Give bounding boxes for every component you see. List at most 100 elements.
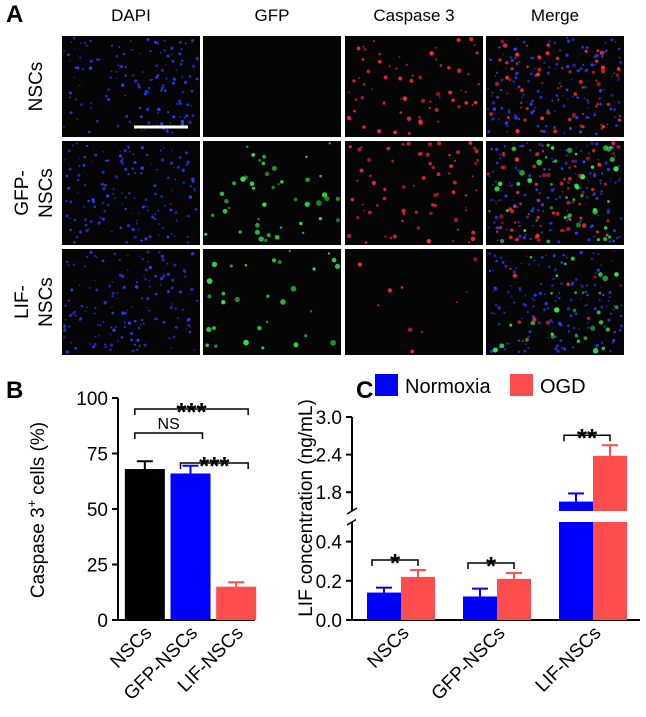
cell (324, 196, 330, 202)
cell (370, 88, 373, 91)
cell (585, 46, 589, 50)
cell (513, 204, 517, 209)
cell (594, 111, 596, 114)
cell (596, 49, 600, 53)
cell (475, 189, 478, 192)
cell (436, 192, 440, 196)
significance-bracket (563, 434, 611, 442)
cell (514, 166, 518, 170)
cell (98, 58, 101, 61)
cell (511, 146, 517, 152)
cell (121, 157, 124, 160)
cell (616, 237, 619, 240)
cell (163, 89, 167, 93)
cell (581, 291, 585, 295)
cell (524, 343, 527, 346)
cell (151, 215, 155, 219)
cell (487, 87, 489, 90)
cell (509, 208, 515, 214)
cell (600, 123, 603, 126)
cell (464, 91, 467, 94)
cell (181, 308, 185, 312)
cell (221, 291, 226, 296)
cell (563, 132, 566, 134)
cell (186, 235, 189, 238)
cell (101, 170, 105, 174)
cell (309, 310, 313, 313)
cell (548, 66, 551, 69)
cell (139, 52, 142, 55)
cell (523, 349, 527, 353)
cell (562, 104, 566, 108)
cell (353, 109, 356, 113)
cell (222, 208, 228, 214)
cell (154, 292, 158, 296)
cell (290, 285, 297, 292)
cell (617, 179, 621, 182)
cell (522, 302, 526, 306)
column-header: GFP (255, 6, 290, 25)
cell (330, 339, 336, 346)
cell (486, 172, 490, 176)
cell (555, 344, 559, 348)
cell (512, 273, 518, 278)
significance-bracket (179, 462, 249, 469)
cell (456, 37, 461, 43)
cell (110, 326, 113, 329)
cell (166, 54, 170, 58)
cell (305, 177, 310, 183)
cell (89, 39, 92, 43)
cell (174, 325, 178, 329)
cell (619, 329, 622, 332)
cell (572, 96, 574, 98)
cell (546, 172, 551, 178)
cell (193, 190, 196, 192)
cell (72, 241, 76, 244)
cell (262, 202, 267, 207)
cell (165, 77, 168, 80)
cell (288, 249, 291, 253)
cell (151, 78, 154, 81)
cell (110, 70, 113, 73)
cell (468, 241, 470, 244)
cell (607, 200, 610, 203)
cell (191, 42, 193, 45)
cell (434, 46, 437, 49)
micrograph (203, 249, 341, 355)
cell (91, 198, 95, 202)
cell (551, 278, 554, 280)
cell (68, 313, 73, 318)
cell (555, 267, 557, 270)
cell (457, 68, 462, 73)
cell (266, 233, 271, 238)
cell (488, 58, 490, 60)
cell (67, 264, 70, 267)
cell (492, 107, 497, 111)
cell (598, 299, 601, 302)
cell (277, 260, 282, 265)
cell (517, 320, 522, 325)
cell (537, 321, 541, 325)
cell (510, 67, 514, 71)
cell (87, 199, 90, 203)
micrograph (345, 36, 483, 137)
cell (575, 115, 579, 120)
cell (508, 108, 511, 111)
cell (92, 200, 96, 204)
cell (64, 327, 67, 330)
cell (117, 64, 120, 67)
cell (68, 91, 72, 95)
cell (605, 327, 610, 332)
cell (590, 63, 594, 67)
cell (551, 99, 554, 102)
cell (617, 165, 620, 168)
cell (66, 260, 69, 264)
cell (505, 68, 507, 71)
cell (118, 154, 122, 158)
cell (119, 64, 124, 69)
cell (587, 106, 589, 109)
micrograph (203, 141, 341, 245)
cell (159, 276, 164, 281)
cell (560, 346, 564, 349)
cell (594, 272, 597, 275)
